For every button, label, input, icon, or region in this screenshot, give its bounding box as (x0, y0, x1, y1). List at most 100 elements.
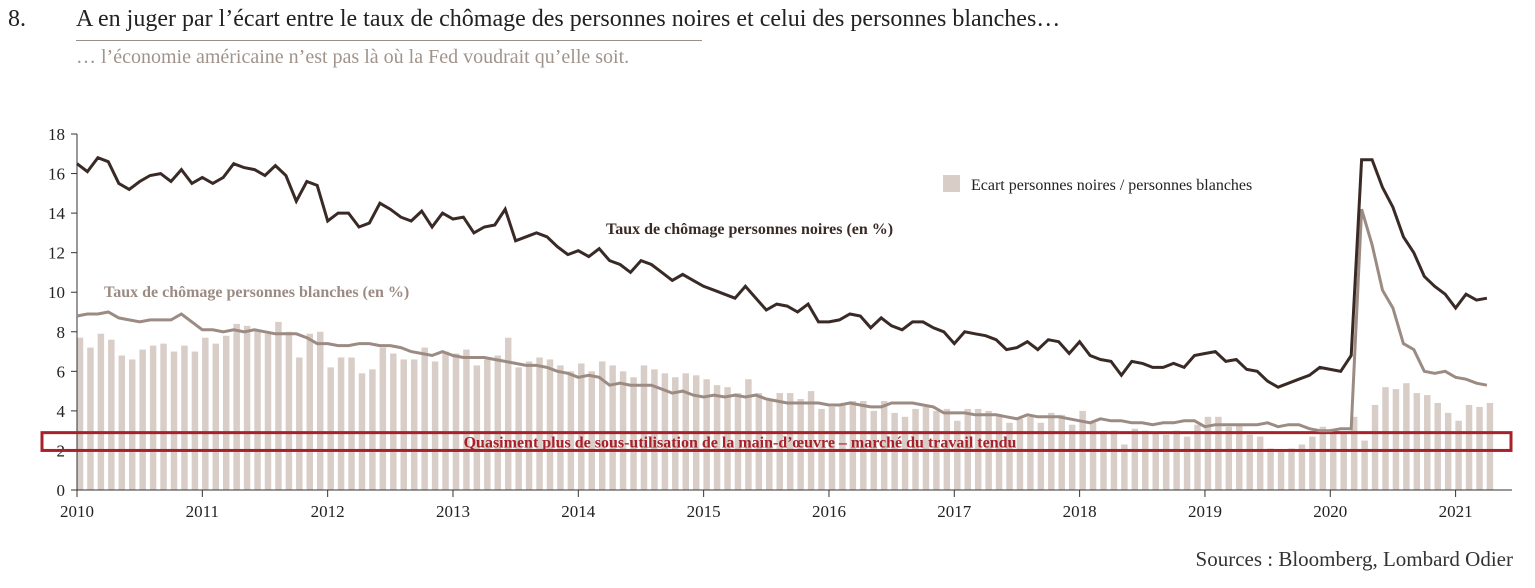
gap-bar (254, 329, 261, 490)
gap-bar (839, 404, 846, 490)
x-tick-label: 2011 (186, 502, 219, 521)
gap-bar (243, 325, 251, 490)
x-tick-label: 2021 (1439, 502, 1473, 521)
gap-bar (1142, 430, 1149, 490)
y-tick-label: 4 (57, 402, 66, 421)
gap-bar (849, 401, 857, 490)
gap-bar (724, 387, 731, 490)
legend-swatch (943, 175, 960, 192)
gap-bar (1403, 383, 1410, 490)
gap-bar (922, 406, 930, 490)
gap-bar (369, 369, 376, 490)
gap-bar (484, 359, 491, 490)
gap-bar (410, 359, 418, 490)
gap-bar (1267, 448, 1274, 490)
y-tick-label: 18 (48, 125, 65, 144)
gap-bar (337, 357, 345, 490)
gap-bar (275, 321, 282, 490)
gap-bars (76, 321, 1494, 490)
gap-bar (421, 347, 428, 490)
gap-bar (306, 333, 314, 490)
x-tick-label: 2013 (436, 502, 470, 521)
gap-bar (1058, 414, 1065, 490)
gap-bar (1288, 448, 1295, 490)
gap-bar (97, 333, 105, 490)
gap-bar (463, 349, 470, 490)
gap-bar (118, 355, 126, 490)
gap-bar (1382, 387, 1389, 490)
legend-label: Ecart personnes noires / personnes blanc… (971, 177, 1252, 194)
gap-bar (202, 337, 209, 490)
x-tick-label: 2020 (1313, 502, 1347, 521)
gap-bar (1298, 444, 1306, 490)
tight-labor-market-label: Quasiment plus de sous-utilisation de la… (464, 435, 1017, 452)
gap-bar (1089, 422, 1097, 490)
gap-bar (588, 371, 595, 490)
gap-bar (442, 351, 449, 490)
x-tick-label: 2012 (311, 502, 345, 521)
gap-bar (296, 357, 303, 490)
sources-note: Sources : Bloomberg, Lombard Odier (1195, 547, 1513, 571)
y-tick-label: 12 (48, 244, 65, 263)
gap-bar (1434, 402, 1441, 490)
gap-bar (1465, 404, 1473, 490)
gap-bar (755, 393, 763, 490)
gap-bar (1413, 393, 1421, 490)
gap-bar (776, 393, 783, 490)
gap-bar (1256, 436, 1264, 490)
white-unemployment-label: Taux de chômage personnes blanches (en %… (104, 284, 409, 301)
gap-bar (1486, 402, 1494, 490)
gap-bar (1131, 428, 1139, 490)
gap-bar (1277, 450, 1285, 490)
x-axis: 2010 2011 2012 2013 2014 2015 2016 2017 2018 2019… (60, 489, 1512, 521)
gap-bar (316, 331, 324, 490)
gap-bar (525, 361, 533, 490)
gap-bar (703, 379, 710, 490)
gap-bar (745, 379, 752, 490)
gap-bar (1121, 444, 1128, 490)
gap-bar (400, 359, 408, 490)
x-tick-label: 2015 (687, 502, 721, 521)
chart-subtitle: … l’économie américaine n’est pas là où … (76, 46, 630, 68)
gap-bar (1236, 424, 1243, 490)
gap-bar (149, 345, 157, 490)
gap-bar (619, 371, 627, 490)
gap-bar (567, 371, 575, 490)
gap-bar (807, 391, 815, 490)
gap-bar (766, 401, 773, 490)
black-unemployment-label: Taux de chômage personnes noires (en %) (606, 221, 893, 238)
gap-bar (233, 323, 240, 490)
gap-bar (1319, 426, 1327, 490)
gap-bar (87, 347, 94, 490)
gap-bar (536, 357, 543, 490)
gap-bar (1246, 434, 1253, 490)
gap-bar (598, 361, 606, 490)
gap-bar (515, 367, 522, 490)
gap-bar (995, 414, 1003, 490)
chart-number: 8. (8, 6, 26, 32)
gap-bar (1361, 440, 1368, 490)
gap-bar (609, 365, 616, 490)
gap-bar (170, 351, 178, 490)
gap-bar (390, 353, 397, 490)
gap-bar (1110, 430, 1118, 490)
x-tick-label: 2014 (561, 502, 596, 521)
gap-bar (828, 406, 836, 490)
chart-title: A en juger par l’écart entre le taux de … (76, 6, 1061, 32)
gap-bar (1476, 406, 1483, 490)
gap-bar (1392, 389, 1400, 490)
gap-bar (452, 353, 460, 490)
x-tick-label: 2018 (1063, 502, 1097, 521)
white-unemployment-line (76, 208, 1488, 433)
gap-bar (379, 347, 387, 490)
gap-bar (1455, 420, 1462, 490)
gap-bar (191, 351, 199, 490)
gap-bar (1424, 395, 1431, 490)
gap-bar (128, 359, 136, 490)
x-tick-label: 2017 (937, 502, 972, 521)
gap-bar (1371, 404, 1379, 490)
gap-bar (901, 416, 909, 490)
gap-bar (1225, 426, 1233, 490)
gap-bar (108, 339, 115, 490)
